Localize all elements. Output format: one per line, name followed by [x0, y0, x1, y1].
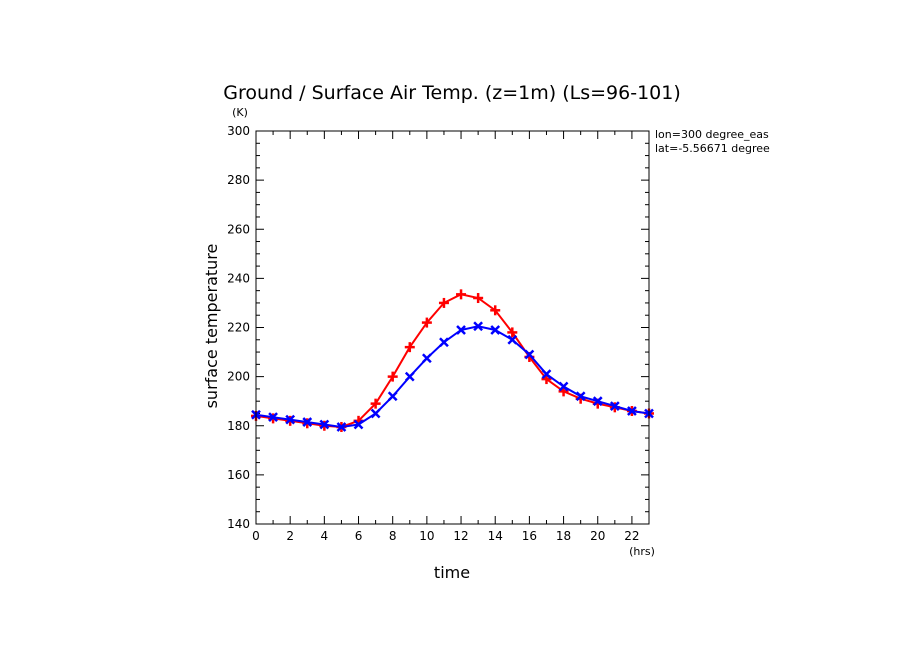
x-tick-label: 22: [624, 529, 639, 543]
data-point: [473, 293, 484, 304]
data-point: [627, 406, 637, 416]
chart-title: Ground / Surface Air Temp. (z=1m) (Ls=96…: [223, 82, 681, 104]
annotation-lat: lat=-5.56671 degree: [655, 142, 770, 155]
data-point: [575, 391, 586, 402]
data-point: [370, 398, 381, 409]
data-point: [302, 417, 313, 427]
data-point: [404, 371, 415, 382]
y-tick-label: 240: [227, 271, 250, 285]
y-tick-label: 180: [227, 419, 250, 433]
data-point: [438, 297, 449, 308]
data-point: [421, 353, 432, 364]
data-point: [490, 325, 501, 335]
y-tick-label: 160: [227, 468, 250, 482]
x-tick-label: 20: [590, 529, 605, 543]
data-point: [541, 369, 552, 380]
x-tick-label: 4: [321, 529, 329, 543]
data-point: [285, 414, 296, 425]
x-tick-label: 18: [556, 529, 571, 543]
data-point: [558, 381, 569, 392]
data-point: [473, 321, 484, 332]
axes: 140 160 180 200 220 240 260 280 300 0 2 4 6 8 10 12 14 16…: [227, 124, 650, 543]
x-tick-label: 10: [419, 529, 434, 543]
data-point: [456, 289, 467, 300]
y-tick-label: 140: [227, 517, 250, 531]
series-layer: [251, 289, 654, 432]
x-tick-label: 0: [252, 529, 260, 543]
data-point: [592, 396, 603, 407]
series-line-2: [255, 325, 650, 429]
annotation-lon: lon=300 degree_eas: [655, 128, 769, 141]
data-point: [387, 391, 398, 402]
data-point: [421, 317, 432, 328]
y-tick-label: 220: [227, 321, 250, 335]
data-point: [370, 408, 381, 419]
y-tick-label: 260: [227, 222, 250, 236]
data-point: [439, 337, 449, 348]
y-tick-label: 200: [227, 370, 250, 384]
data-point: [336, 422, 347, 432]
data-point: [353, 419, 364, 430]
data-point: [524, 349, 535, 360]
y-tick-label: 300: [227, 124, 250, 138]
data-point: [456, 325, 466, 335]
data-point: [387, 371, 398, 382]
x-tick-label: 12: [453, 529, 468, 543]
data-point: [490, 305, 501, 316]
data-point: [609, 401, 620, 411]
x-tick-label: 2: [286, 529, 294, 543]
data-point: [507, 334, 518, 345]
data-point: [268, 412, 278, 423]
x-axis-title: time: [434, 563, 470, 582]
y-tick-label: 280: [227, 173, 250, 187]
data-point: [507, 327, 518, 338]
y-unit-label: (K): [232, 106, 248, 119]
x-tick-label: 6: [355, 529, 363, 543]
plot-frame: [255, 130, 650, 525]
data-point: [404, 342, 415, 353]
x-tick-label: 14: [488, 529, 503, 543]
data-point: [319, 419, 330, 430]
x-tick-label: 16: [522, 529, 537, 543]
series-line-1: [255, 293, 650, 429]
y-axis-title: surface temperature: [202, 244, 221, 409]
x-tick-label: 8: [389, 529, 397, 543]
x-unit-label: (hrs): [629, 545, 655, 558]
